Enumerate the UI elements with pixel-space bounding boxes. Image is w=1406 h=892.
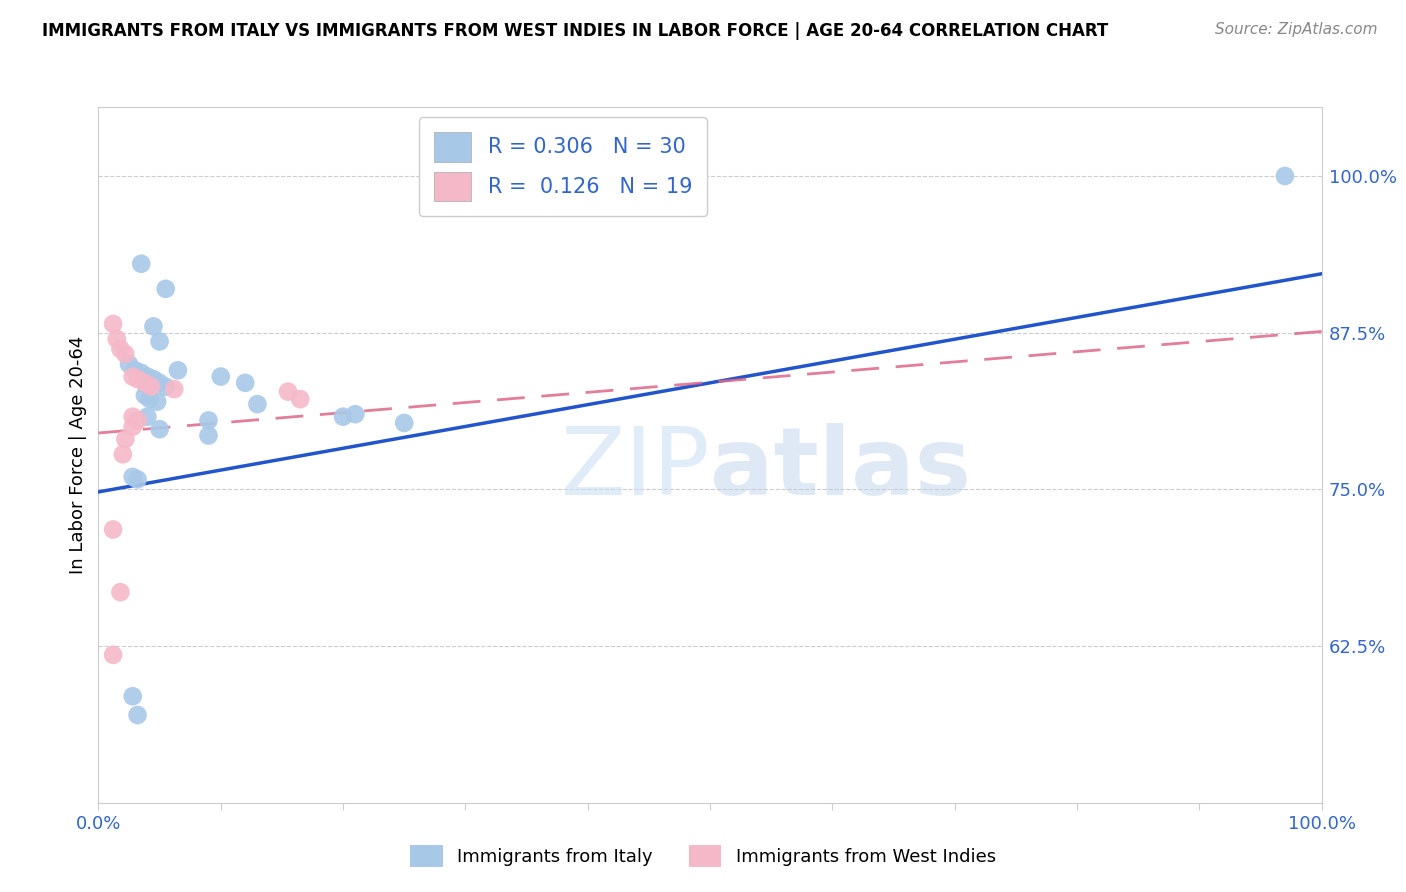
Text: ZIP: ZIP (561, 423, 710, 515)
Point (114, 347, 136, 361)
Point (121, 369, 143, 384)
Legend: Immigrants from Italy, Immigrants from West Indies: Immigrants from Italy, Immigrants from W… (404, 838, 1002, 874)
Point (127, 708, 149, 723)
Point (155, 282, 177, 296)
Point (129, 366, 152, 380)
Point (149, 422, 172, 436)
Point (344, 407, 367, 421)
Point (111, 447, 134, 461)
Y-axis label: In Labor Force | Age 20-64: In Labor Force | Age 20-64 (69, 335, 87, 574)
Point (136, 369, 159, 384)
Legend: R = 0.306   N = 30, R =  0.126   N = 19: R = 0.306 N = 30, R = 0.126 N = 19 (419, 118, 707, 216)
Point (139, 379, 162, 393)
Point (197, 428, 219, 442)
Point (105, 332, 128, 346)
Point (167, 363, 190, 377)
Point (121, 409, 143, 424)
Point (101, 317, 124, 331)
Point (110, 342, 132, 356)
Point (209, 369, 232, 384)
Point (101, 648, 124, 662)
Point (142, 372, 165, 386)
Point (129, 257, 152, 271)
Point (277, 384, 299, 399)
Point (290, 392, 312, 406)
Point (163, 382, 186, 396)
Text: atlas: atlas (710, 423, 972, 515)
Point (114, 432, 136, 446)
Point (127, 413, 149, 427)
Point (149, 334, 172, 349)
Point (121, 419, 143, 434)
Point (149, 376, 172, 390)
Point (121, 690, 143, 704)
Point (127, 472, 149, 486)
Point (146, 394, 169, 409)
Point (392, 416, 416, 430)
Point (101, 523, 124, 537)
Point (246, 397, 269, 411)
Point (121, 470, 143, 484)
Point (136, 409, 159, 424)
Point (332, 409, 354, 424)
Point (127, 372, 149, 386)
Point (233, 376, 256, 390)
Point (197, 413, 219, 427)
Point (134, 376, 156, 390)
Text: IMMIGRANTS FROM ITALY VS IMMIGRANTS FROM WEST INDIES IN LABOR FORCE | AGE 20-64 : IMMIGRANTS FROM ITALY VS IMMIGRANTS FROM… (42, 22, 1108, 40)
Point (1274, 169, 1296, 183)
Point (134, 388, 156, 402)
Point (110, 585, 132, 599)
Point (118, 357, 141, 371)
Point (124, 363, 146, 377)
Point (155, 379, 177, 393)
Text: Source: ZipAtlas.com: Source: ZipAtlas.com (1215, 22, 1378, 37)
Point (142, 319, 165, 334)
Point (139, 392, 162, 406)
